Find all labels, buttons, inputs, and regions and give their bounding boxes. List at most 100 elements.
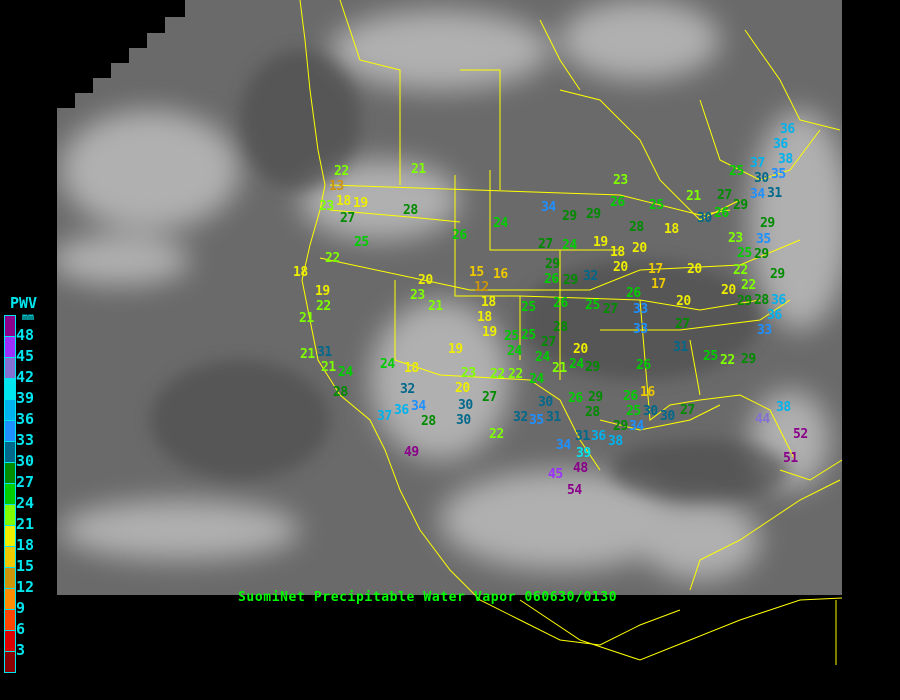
station-pwv-value: 38 [778,152,793,167]
legend-unit: mm [22,312,35,323]
station-pwv-value: 26 [626,286,641,301]
station-pwv-value: 21 [300,347,315,362]
station-pwv-value: 29 [733,198,748,213]
station-pwv-value: 25 [703,349,718,364]
station-pwv-value: 24 [562,238,577,253]
station-pwv-value: 18 [610,245,625,260]
station-pwv-value: 31 [317,345,332,360]
legend-label: 9 [16,599,26,617]
legend-swatch [5,442,15,463]
station-pwv-value: 19 [482,325,497,340]
station-pwv-value: 33 [633,322,648,337]
station-pwv-value: 21 [411,162,426,177]
legend-swatch [5,505,15,526]
legend-label: 48 [16,326,35,344]
legend-label: 36 [16,410,35,428]
legend-label: 18 [16,536,35,554]
station-pwv-value: 30 [538,395,553,410]
station-pwv-value: 31 [767,186,782,201]
station-pwv-value: 29 [562,209,577,224]
station-pwv-value: 44 [755,412,770,427]
station-pwv-value: 20 [573,342,588,357]
legend-label: 33 [16,431,35,449]
station-pwv-value: 23 [613,173,628,188]
legend-title: PWV [10,294,38,312]
station-pwv-value: 22 [316,299,331,314]
station-pwv-value: 36 [591,429,606,444]
station-pwv-value: 29 [770,267,785,282]
station-pwv-value: 22 [334,164,349,179]
station-pwv-value: 31 [673,340,688,355]
legend-label: 3 [16,641,26,659]
station-pwv-value: 18 [477,310,492,325]
station-pwv-value: 28 [754,293,769,308]
station-pwv-value: 35 [756,232,771,247]
station-pwv-value: 32 [583,269,598,284]
station-pwv-value: 20 [676,294,691,309]
station-pwv-value: 36 [771,293,786,308]
station-pwv-value: 22 [741,278,756,293]
station-pwv-value: 21 [686,189,701,204]
station-pwv-value: 24 [380,357,395,372]
station-pwv-value: 51 [783,451,798,466]
station-pwv-value: 18 [293,265,308,280]
station-pwv-value: 20 [418,273,433,288]
station-pwv-value: 24 [507,344,522,359]
station-pwv-value: 24 [535,350,550,365]
station-pwv-value: 33 [633,302,648,317]
legend-swatch [5,316,15,337]
station-pwv-value: 21 [321,360,336,375]
station-pwv-value: 25 [729,164,744,179]
station-pwv-value: 24 [529,372,544,387]
station-pwv-value: 19 [353,196,368,211]
legend-label: 24 [16,494,35,512]
station-pwv-value: 36 [767,308,782,323]
station-pwv-value: 31 [575,429,590,444]
station-pwv-value: 27 [340,211,355,226]
station-pwv-value: 13 [329,179,344,194]
legend-swatch [5,484,15,505]
station-pwv-value: 22 [508,367,523,382]
legend-swatch [5,463,15,484]
station-pwv-value: 24 [338,365,353,380]
station-pwv-value: 21 [552,361,567,376]
station-pwv-value: 22 [490,367,505,382]
station-pwv-value: 34 [541,200,556,215]
station-pwv-value: 26 [544,272,559,287]
legend-label: 21 [16,515,35,533]
legend-swatch [5,358,15,379]
station-pwv-value: 36 [773,137,788,152]
station-pwv-value: 12 [474,280,489,295]
station-pwv-value: 35 [529,413,544,428]
station-pwv-value: 39 [576,446,591,461]
legend-swatch [5,631,15,652]
station-pwv-value: 30 [660,409,675,424]
station-pwv-value: 37 [750,156,765,171]
station-pwv-value: 34 [629,419,644,434]
station-pwv-value: 22 [720,353,735,368]
station-pwv-value: 18 [664,222,679,237]
legend-swatch [5,379,15,400]
station-pwv-value: 30 [754,171,769,186]
station-pwv-value: 36 [394,403,409,418]
legend-swatch [5,547,15,568]
station-pwv-value: 21 [299,311,314,326]
station-pwv-value: 27 [603,302,618,317]
station-pwv-value: 26 [553,296,568,311]
station-pwv-value: 29 [586,207,601,222]
legend-swatch [5,589,15,610]
station-pwv-value: 22 [733,263,748,278]
station-pwv-value: 26 [714,206,729,221]
station-pwv-value: 28 [629,220,644,235]
station-pwv-value: 26 [568,391,583,406]
station-pwv-value: 38 [608,434,623,449]
station-pwv-value: 16 [640,385,655,400]
station-pwv-value: 30 [456,413,471,428]
station-pwv-value: 25 [649,198,664,213]
legend-label: 15 [16,557,35,575]
station-pwv-value: 21 [428,299,443,314]
station-pwv-value: 20 [613,260,628,275]
legend-swatch [5,421,15,442]
